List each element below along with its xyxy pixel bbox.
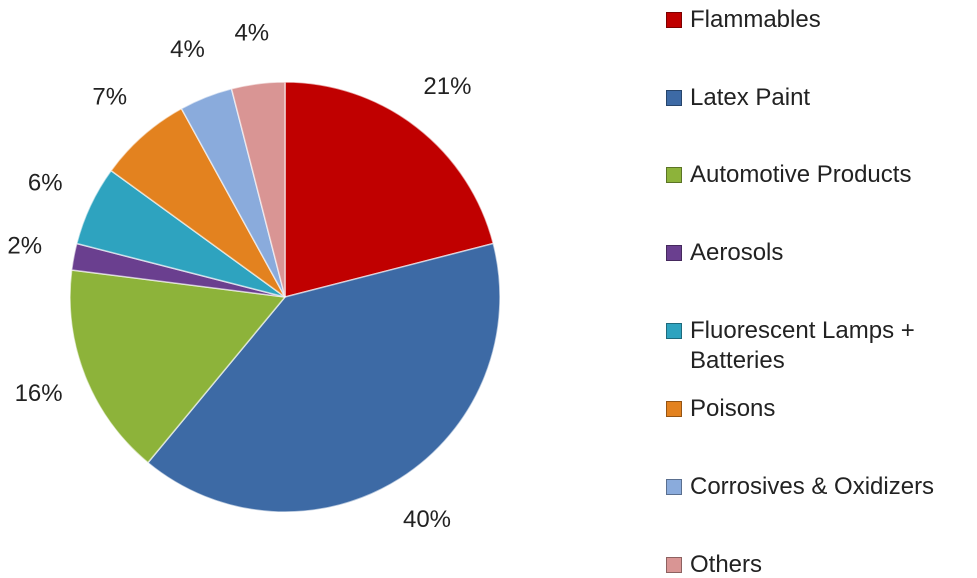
legend-item: Flammables xyxy=(666,5,960,35)
legend-swatch xyxy=(666,323,682,339)
legend-label: Aerosols xyxy=(690,239,784,266)
legend-swatch xyxy=(666,245,682,261)
legend-swatch xyxy=(666,90,682,106)
legend-swatch xyxy=(666,12,682,28)
legend-item: Corrosives & Oxidizers xyxy=(666,472,960,502)
legend-label: Corrosives & Oxidizers xyxy=(690,473,935,500)
legend-swatch xyxy=(666,401,682,417)
legend-label: Others xyxy=(690,551,763,578)
pie-slice xyxy=(146,242,501,513)
legend-item: Others xyxy=(666,550,960,578)
data-label: 4% xyxy=(234,19,269,46)
legend-label: Fluorescent Lamps + Batteries xyxy=(690,317,915,374)
pie-chart: 21% 40% 16% 2% 6% 7% 4% 4% xyxy=(7,19,501,533)
legend-label: Automotive Products xyxy=(690,161,912,188)
data-label: 16% xyxy=(15,380,63,407)
legend-label: Flammables xyxy=(690,6,821,33)
data-label: 6% xyxy=(28,170,63,197)
legend-item: Fluorescent Lamps + Batteries xyxy=(666,316,940,376)
data-label: 7% xyxy=(92,84,127,111)
pie-slice xyxy=(230,81,286,298)
data-label: 40% xyxy=(403,506,451,533)
pie-slice xyxy=(284,81,495,298)
legend-swatch xyxy=(666,557,682,573)
data-label: 4% xyxy=(170,36,205,63)
legend-item: Poisons xyxy=(666,394,960,424)
data-label: 2% xyxy=(7,233,42,260)
legend-item: Aerosols xyxy=(666,238,960,268)
legend-swatch xyxy=(666,167,682,183)
pie-slice xyxy=(69,269,287,464)
legend-item: Latex Paint xyxy=(666,83,960,113)
legend-swatch xyxy=(666,479,682,495)
legend-label: Poisons xyxy=(690,395,776,422)
legend-item: Automotive Products xyxy=(666,160,960,190)
legend-label: Latex Paint xyxy=(690,84,811,111)
data-label: 21% xyxy=(423,73,471,100)
